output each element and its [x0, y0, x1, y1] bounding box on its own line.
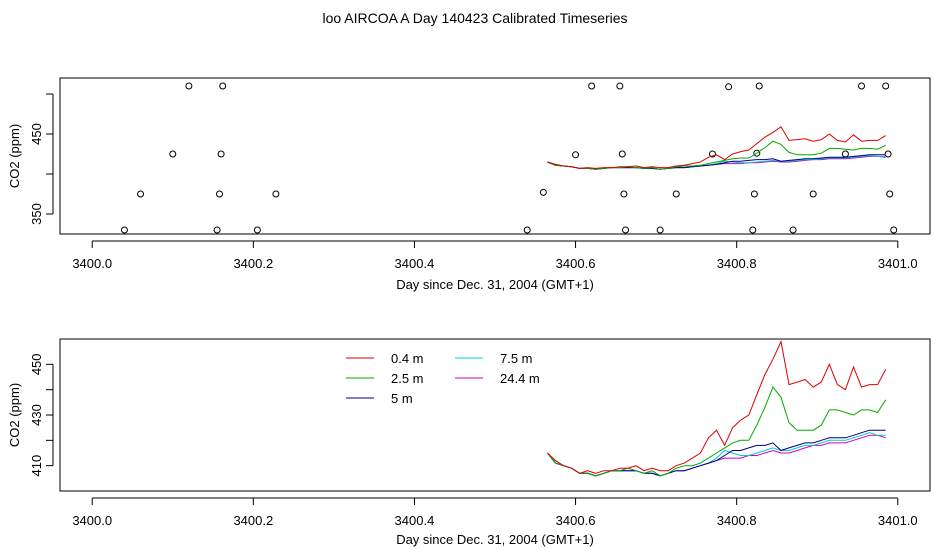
- x-tick-label: 3400.6: [556, 513, 596, 528]
- scatter-point: [672, 190, 680, 198]
- scatter-point: [789, 226, 797, 234]
- x-tick-label: 3400.4: [395, 256, 435, 271]
- scatter-point: [882, 82, 890, 90]
- y-tick-label: 450: [29, 123, 44, 145]
- scatter-point: [890, 226, 898, 234]
- x-axis: 3400.0 3400.2 3400.4 3400.6 3400.8 3401.0: [72, 497, 918, 528]
- scatter-point: [749, 226, 757, 234]
- series-line: [547, 434, 886, 477]
- scatter-point: [656, 226, 664, 234]
- scatter-point: [858, 82, 866, 90]
- x-tick-label: 3400.6: [556, 256, 596, 271]
- y-axis-label: CO2 (ppm): [7, 124, 22, 188]
- scatter-point: [523, 226, 531, 234]
- series-lines: [547, 339, 887, 477]
- x-tick-label: 3401.0: [878, 256, 918, 271]
- x-tick-label: 3401.0: [878, 513, 918, 528]
- x-axis-label: Day since Dec. 31, 2004 (GMT+1): [396, 532, 594, 547]
- x-tick-label: 3400.8: [717, 513, 757, 528]
- y-axis: 350 450: [29, 93, 54, 225]
- y-tick-label: 430: [29, 404, 44, 426]
- legend: 0.4 m 2.5 m 5 m 7.5 m 24.4 m: [346, 351, 540, 406]
- x-tick-label: 3400.4: [395, 513, 435, 528]
- scatter-point: [753, 149, 761, 157]
- legend-label: 24.4 m: [500, 371, 540, 386]
- overlay-lines: [547, 126, 886, 170]
- scatter-point: [622, 226, 629, 234]
- series-line: [547, 339, 887, 474]
- scatter-point: [253, 226, 261, 234]
- legend-label: 0.4 m: [391, 351, 424, 366]
- scatter-point: [755, 82, 763, 90]
- plot-frame: [59, 77, 931, 235]
- series-line-overlay: [547, 126, 886, 169]
- scatter-point: [169, 150, 177, 158]
- page-title: loo AIRCOA A Day 140423 Calibrated Times…: [322, 10, 628, 26]
- scatter-point: [750, 190, 758, 198]
- y-tick-label: 410: [29, 455, 44, 477]
- scatter-point: [709, 150, 716, 158]
- series-line-overlay: [547, 140, 886, 170]
- scatter-points: [120, 82, 898, 234]
- scatter-point: [217, 150, 225, 158]
- plot-frame: [59, 338, 931, 492]
- x-tick-label: 3400.0: [72, 513, 112, 528]
- scatter-point: [588, 82, 596, 90]
- y-tick-label: 350: [29, 203, 44, 225]
- scatter-point: [616, 82, 624, 90]
- scatter-point: [539, 188, 547, 196]
- x-tick-label: 3400.2: [233, 256, 273, 271]
- scatter-point: [886, 190, 894, 198]
- y-axis-label: CO2 (ppm): [7, 383, 22, 447]
- scatter-point: [185, 82, 193, 90]
- scatter-point: [572, 151, 580, 159]
- legend-label: 5 m: [391, 391, 413, 406]
- scatter-point: [216, 190, 223, 198]
- scatter-point: [620, 190, 628, 198]
- scatter-point: [725, 83, 733, 91]
- legend-label: 2.5 m: [391, 371, 424, 386]
- scatter-point: [120, 226, 128, 234]
- y-tick-label: 450: [29, 353, 44, 375]
- scatter-point: [213, 226, 221, 234]
- scatter-point: [618, 150, 626, 158]
- scatter-point: [884, 150, 892, 158]
- x-tick-label: 3400.8: [717, 256, 757, 271]
- x-axis-label: Day since Dec. 31, 2004 (GMT+1): [396, 277, 594, 292]
- series-line: [547, 432, 886, 477]
- scatter-point: [272, 190, 280, 198]
- scatter-point: [137, 190, 145, 198]
- scatter-point: [809, 190, 817, 198]
- y-axis: 410 430 450: [29, 353, 54, 477]
- series-line: [547, 386, 887, 477]
- x-axis: 3400.0 3400.2 3400.4 3400.6 3400.8 3401.0: [72, 240, 918, 271]
- x-tick-label: 3400.0: [72, 256, 112, 271]
- legend-label: 7.5 m: [500, 351, 533, 366]
- scatter-point: [219, 82, 227, 90]
- x-tick-label: 3400.2: [233, 513, 273, 528]
